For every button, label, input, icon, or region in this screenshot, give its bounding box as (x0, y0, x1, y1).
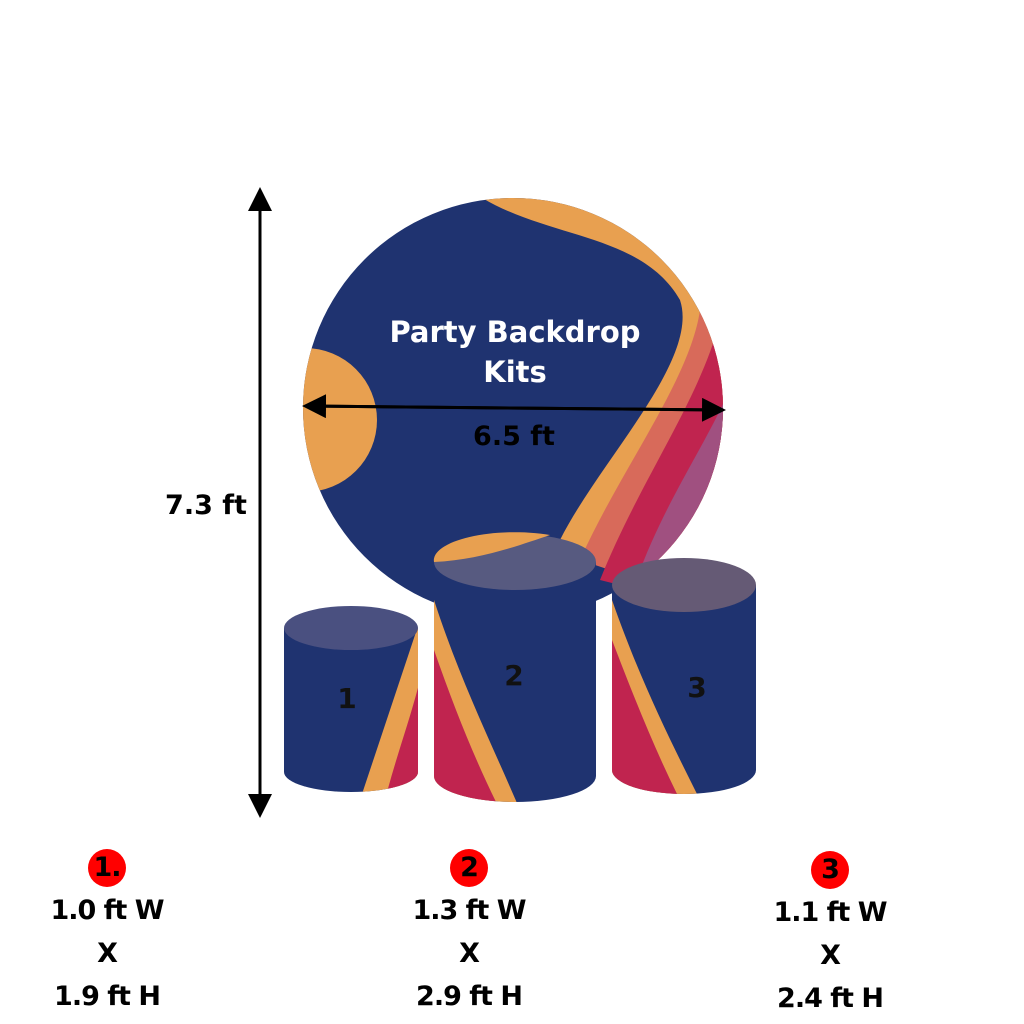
height-label: 7.3 ft (165, 490, 247, 521)
spec-width: 1.3 ft W (412, 895, 526, 926)
backdrop-title-line2: Kits (483, 355, 547, 389)
width-arrow-right (307, 397, 726, 422)
cylinder-2: 2 (433, 532, 596, 802)
cylinder-3-label: 3 (687, 671, 706, 704)
spec-height: 2.9 ft H (416, 981, 523, 1012)
cylinder-1-label: 1 (337, 682, 356, 715)
backdrop-title-line1: Party Backdrop (389, 315, 640, 349)
number-badge: 1. (88, 849, 126, 887)
number-badge: 3 (811, 851, 849, 889)
spec-width: 1.0 ft W (50, 895, 164, 926)
spec-height: 2.4 ft H (777, 983, 884, 1014)
spec-cylinder-3: 3 1.1 ft W X 2.4 ft H (730, 848, 930, 1020)
spec-height: 1.9 ft H (54, 981, 161, 1012)
spec-x: X (820, 940, 841, 971)
spec-cylinder-2: 2 1.3 ft W X 2.9 ft H (369, 846, 569, 1018)
number-badge: 2 (450, 849, 488, 887)
cylinder-3: 3 (612, 558, 756, 794)
spec-cylinder-1: 1. 1.0 ft W X 1.9 ft H (7, 846, 207, 1018)
spec-width: 1.1 ft W (773, 897, 887, 928)
cylinder-1: 1 (284, 606, 418, 792)
width-label: 6.5 ft (473, 421, 555, 452)
spec-x: X (459, 938, 480, 969)
cylinder-2-label: 2 (504, 659, 523, 692)
spec-x: X (97, 938, 118, 969)
